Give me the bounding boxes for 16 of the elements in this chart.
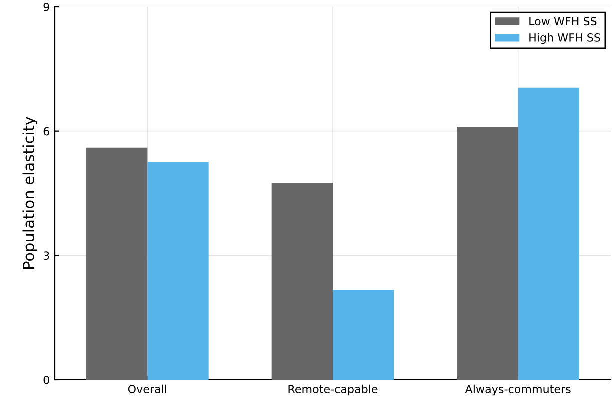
x-tick-label: Overall [128,384,166,394]
y-axis-title: Population elasticity [22,116,38,269]
bar [272,183,333,380]
y-tick-label: 3 [44,252,50,260]
x-tick-label: Remote-capable [288,384,378,396]
y-tick-label: 9 [44,2,50,12]
bar [86,148,148,380]
y-tick-label: 0 [44,376,50,384]
x-tick-label: Always-commuters [465,384,571,396]
bar [518,88,580,380]
bar [333,290,394,380]
bar [148,162,209,380]
bar [457,127,518,380]
legend-label: Low WFH SS [530,17,597,26]
y-tick-label: 6 [44,127,50,136]
legend-label: High WFH SS [530,33,600,44]
